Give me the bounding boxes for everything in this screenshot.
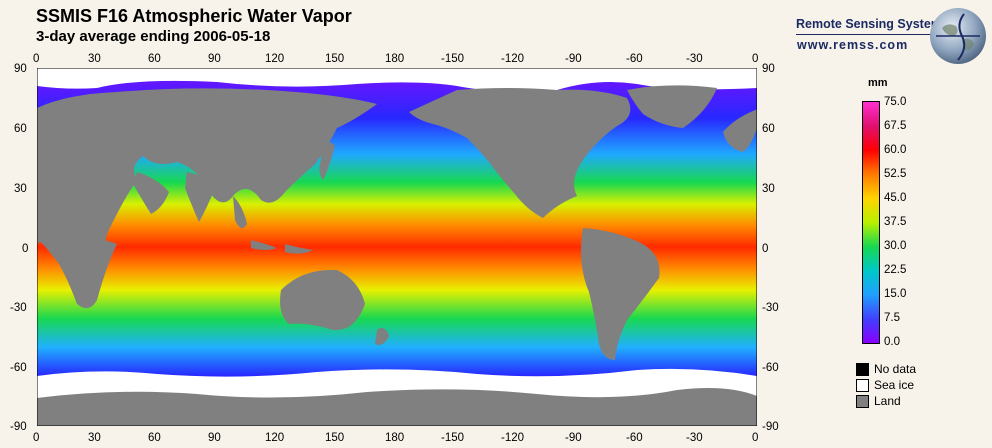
lon-tick-bottom-m60: -60 (626, 432, 643, 444)
lat-tick-right-m30: -30 (762, 302, 779, 314)
land-north-america (409, 88, 631, 218)
lon-tick-top-150: 150 (325, 53, 345, 65)
legend-label-land: Land (874, 394, 901, 408)
brand-url-link[interactable]: www.remss.com (797, 38, 909, 52)
land-eurasia-africa (37, 88, 377, 303)
lat-tick-left-90: 90 (14, 63, 27, 75)
colorbar-label-45: 45.0 (884, 192, 907, 204)
lon-tick-top-90: 90 (208, 53, 221, 65)
lon-tick-bottom-0: 0 (33, 432, 40, 444)
colorbar-label-0: 0.0 (884, 336, 900, 348)
lon-tick-top-m120: -120 (501, 53, 525, 65)
lat-tick-left-m30: -30 (10, 302, 27, 314)
land-south-america (581, 228, 660, 360)
lon-tick-top-180: 180 (385, 53, 405, 65)
lat-tick-left-60: 60 (14, 123, 27, 135)
lon-tick-bottom-m120: -120 (501, 432, 525, 444)
brand-divider (796, 34, 972, 35)
globe-logo-icon[interactable] (928, 6, 988, 66)
lat-tick-left-0: 0 (22, 243, 29, 255)
lon-tick-bottom-30: 30 (88, 432, 101, 444)
lon-tick-bottom-m90: -90 (565, 432, 582, 444)
lon-tick-top-60: 60 (148, 53, 161, 65)
colorbar (862, 101, 880, 344)
lat-tick-right-m90: -90 (762, 421, 779, 433)
legend-label-no-data: No data (874, 362, 917, 376)
colorbar-label-75: 75.0 (884, 96, 907, 108)
legend-swatch-sea-ice (856, 379, 869, 392)
lon-tick-bottom-0-end: 0 (752, 432, 759, 444)
water-vapor-map[interactable] (36, 67, 761, 427)
lon-tick-bottom-180: 180 (385, 432, 405, 444)
lon-tick-bottom-60: 60 (148, 432, 161, 444)
lon-tick-bottom-m150: -150 (441, 432, 465, 444)
lon-tick-top-m150: -150 (441, 53, 465, 65)
land-africa-south (37, 234, 117, 309)
lat-tick-left-m60: -60 (10, 362, 27, 374)
colorbar-label-52-5: 52.5 (884, 168, 907, 180)
arctic-sea-ice (37, 68, 757, 92)
lon-tick-bottom-150: 150 (325, 432, 345, 444)
colorbar-label-30: 30.0 (884, 240, 907, 252)
colorbar-unit: mm (868, 77, 888, 89)
lon-tick-bottom-m30: -30 (686, 432, 703, 444)
land-australia (280, 269, 365, 331)
lon-tick-bottom-120: 120 (265, 432, 285, 444)
lat-tick-right-m60: -60 (762, 362, 779, 374)
land-greenland (627, 85, 717, 128)
lat-tick-right-60: 60 (762, 123, 775, 135)
lon-tick-top-m90: -90 (565, 53, 582, 65)
colorbar-label-67-5: 67.5 (884, 120, 907, 132)
colorbar-label-15: 15.0 (884, 288, 907, 300)
colorbar-label-60: 60.0 (884, 144, 907, 156)
land-western-europe (723, 108, 761, 152)
legend-label-sea-ice: Sea ice (874, 378, 915, 392)
land-arabia (133, 172, 169, 214)
colorbar-label-7-5: 7.5 (884, 312, 900, 324)
lon-tick-top-m30: -30 (686, 53, 703, 65)
map-subtitle: 3-day average ending 2006-05-18 (36, 28, 271, 45)
lat-tick-right-90: 90 (762, 63, 775, 75)
land-japan (319, 142, 335, 180)
lat-tick-right-30: 30 (762, 183, 775, 195)
lon-tick-top-0: 0 (33, 53, 40, 65)
lon-tick-top-120: 120 (265, 53, 285, 65)
legend-swatch-land (856, 395, 869, 408)
brand-name[interactable]: Remote Sensing Systems (796, 17, 949, 31)
lat-tick-right-0: 0 (762, 243, 769, 255)
colorbar-label-37-5: 37.5 (884, 216, 907, 228)
land-india (185, 172, 215, 222)
lon-tick-bottom-90: 90 (208, 432, 221, 444)
colorbar-label-22-5: 22.5 (884, 264, 907, 276)
lat-tick-left-30: 30 (14, 183, 27, 195)
lat-tick-left-m90: -90 (10, 421, 27, 433)
legend-swatch-no-data (856, 363, 869, 376)
lon-tick-top-0-end: 0 (752, 53, 759, 65)
land-antarctica (37, 388, 757, 426)
land-new-zealand (375, 328, 389, 345)
lon-tick-top-30: 30 (88, 53, 101, 65)
lon-tick-top-m60: -60 (626, 53, 643, 65)
map-title: SSMIS F16 Atmospheric Water Vapor (36, 6, 352, 26)
map-canvas (36, 67, 761, 427)
